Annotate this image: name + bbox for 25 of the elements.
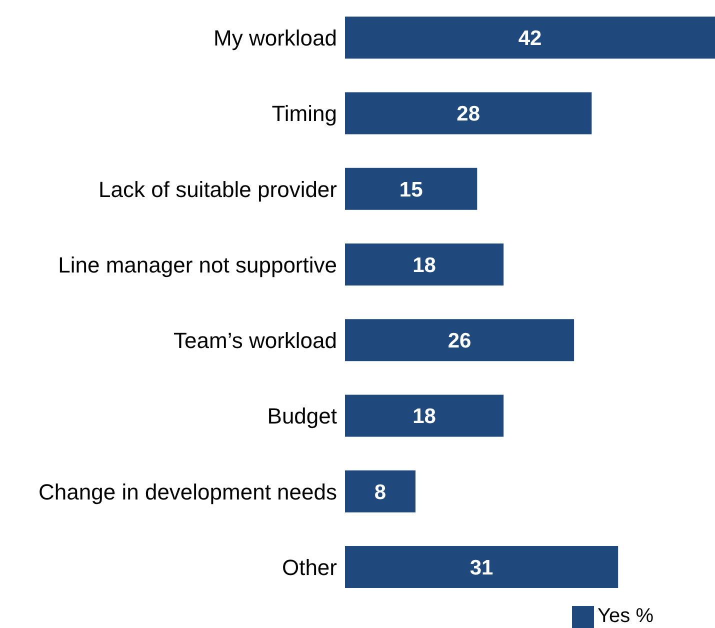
- bar: [345, 16, 715, 59]
- legend-label: Yes %: [598, 605, 654, 627]
- bar: [345, 319, 574, 362]
- data-label: 18: [412, 254, 436, 277]
- data-label: 26: [448, 330, 472, 353]
- y-tick-label: My workload: [214, 26, 337, 51]
- y-tick-label: Line manager not supportive: [58, 252, 337, 278]
- y-tick-label: Team’s workload: [174, 328, 337, 354]
- bar: [345, 394, 504, 437]
- y-tick-label: Timing: [272, 101, 337, 126]
- bar: [345, 92, 592, 134]
- y-tick-label: Change in development needs: [38, 479, 337, 504]
- data-label: 8: [374, 480, 386, 504]
- bar: [345, 168, 478, 210]
- data-label: 42: [518, 27, 542, 50]
- y-tick-label: Other: [282, 554, 337, 580]
- data-label: 18: [412, 405, 436, 428]
- bar: [345, 546, 618, 588]
- data-label: 28: [456, 102, 480, 126]
- data-label: 31: [470, 556, 494, 580]
- y-tick-label: Lack of suitable provider: [98, 176, 337, 202]
- bar: [345, 244, 504, 286]
- y-tick-label: Budget: [267, 404, 337, 429]
- data-label: 15: [399, 178, 424, 202]
- bar: [345, 470, 416, 512]
